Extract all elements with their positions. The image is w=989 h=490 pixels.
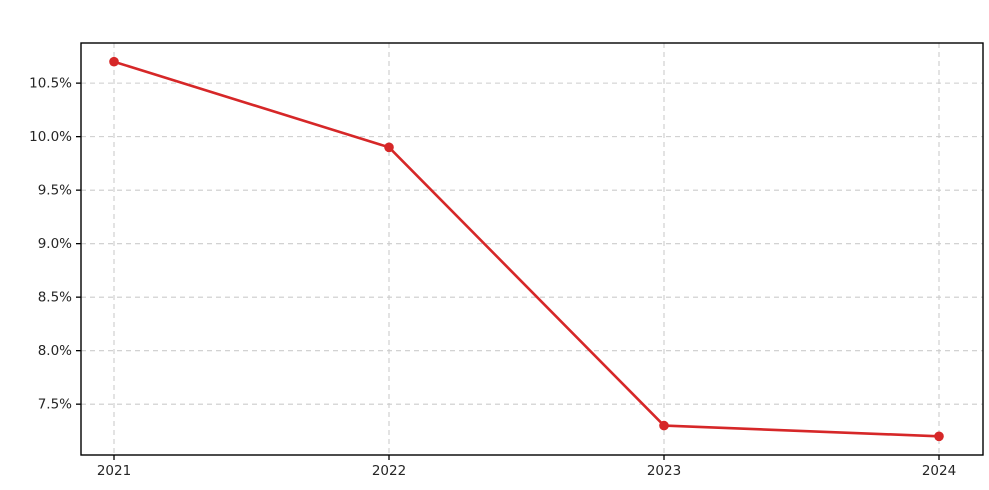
x-tick-label: 2023 (647, 463, 681, 479)
axes-frame (80, 42, 984, 456)
trend-line (112, 60, 941, 438)
y-tick-label: 9.5% (38, 183, 72, 199)
y-tick-label: 8.5% (38, 290, 72, 306)
y-tick-label: 10.0% (29, 129, 72, 145)
data-point-marker (109, 56, 119, 67)
y-tick-label: 9.0% (38, 236, 72, 252)
x-tick-label: 2021 (97, 463, 131, 479)
y-tick-label: 8.0% (38, 343, 72, 359)
data-point-marker (934, 431, 944, 442)
x-tick-label: 2024 (922, 463, 956, 479)
y-tick-label: 7.5% (38, 397, 72, 413)
x-tick-label: 2022 (372, 463, 406, 479)
data-point-marker (384, 142, 394, 153)
data-point-marker (659, 420, 669, 431)
y-tick-label: 10.5% (29, 76, 72, 92)
